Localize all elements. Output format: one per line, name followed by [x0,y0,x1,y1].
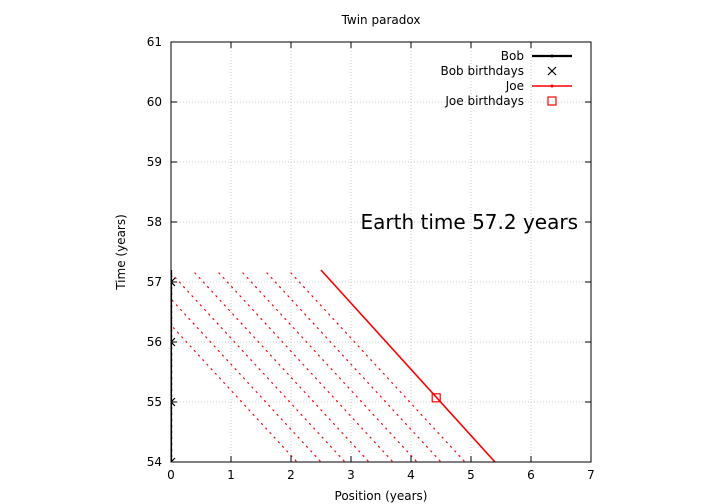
y-axis-label: Time (years) [114,214,128,291]
y-tick-label: 55 [147,395,162,409]
x-tick-label: 6 [527,468,535,482]
legend: Bob Bob birthdays Joe Joe birthdays [440,49,572,108]
plot-frame [170,41,592,463]
light-signal-line [194,272,370,462]
joe-birthday-marker [431,393,441,403]
light-signal-line [171,298,322,462]
y-tick-label: 57 [147,275,162,289]
x-tick-label: 4 [407,468,415,482]
light-signal-line [266,272,442,462]
y-tick-label: 60 [147,95,162,109]
legend-key-bob-birthdays [547,66,557,76]
light-signal-line [171,324,298,462]
light-signal-line [171,272,346,462]
y-tick-label: 56 [147,335,162,349]
series [171,269,496,462]
chart-title: Twin paradox [341,13,421,27]
legend-label-bob-birthdays: Bob birthdays [440,64,524,78]
light-signal-line [242,272,418,462]
legend-label-joe-birthdays: Joe birthdays [444,94,524,108]
legend-key-bob-point [550,54,554,58]
x-tick-label: 1 [227,468,235,482]
legend-keys [532,54,572,106]
light-signal-line [290,272,466,462]
light-signal-line [218,272,394,462]
legend-label-joe: Joe [505,79,524,93]
y-tick-label: 54 [147,455,162,469]
bob-birthday-marker [171,397,176,407]
legend-label-bob: Bob [501,49,524,63]
bob-birthday-marker [171,277,176,287]
grid [171,42,591,462]
x-tick-label: 3 [347,468,355,482]
y-tick-label: 58 [147,215,162,229]
legend-key-joe-point [550,84,554,88]
x-tick-label: 7 [587,468,595,482]
y-tick-label: 61 [147,35,162,49]
x-tick-label: 0 [167,468,175,482]
light-signals [171,272,466,462]
bob-birthday-marker [171,457,176,462]
x-tick-label: 5 [467,468,475,482]
y-tick-label: 59 [147,155,162,169]
legend-key-joe-birthdays [547,96,557,106]
bob-birthday-marker [171,337,176,347]
series-line-joe [320,269,496,462]
x-tick-label: 2 [287,468,295,482]
earth-time-annotation: Earth time 57.2 years [361,210,578,234]
x-axis-label: Position (years) [335,489,428,503]
